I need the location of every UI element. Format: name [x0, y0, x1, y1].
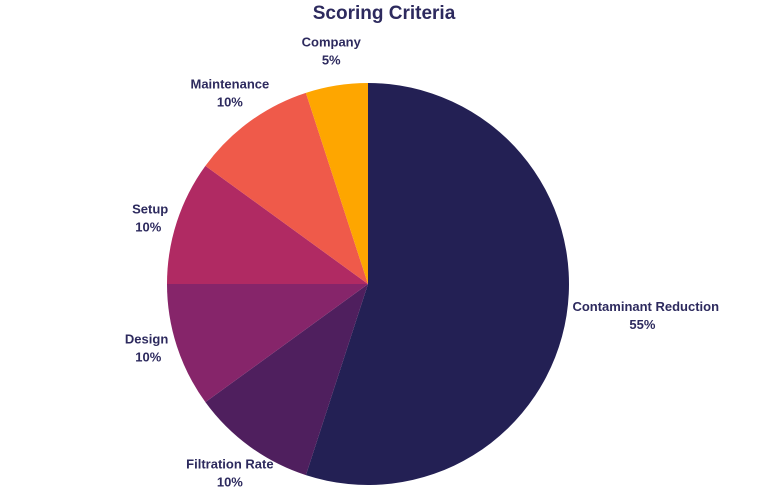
pie-slice [167, 165, 368, 284]
pie-slice [305, 83, 569, 485]
slice-value-label: 10% [135, 220, 161, 235]
slice-label: Contaminant Reduction [572, 299, 719, 314]
slice-value-label: 10% [217, 475, 243, 490]
slice-label: Filtration Rate [186, 457, 273, 472]
slice-value-label: 10% [135, 349, 161, 364]
slice-value-label: 55% [629, 317, 655, 332]
slice-label: Setup [132, 202, 168, 217]
pie-slice [305, 83, 368, 284]
slice-value-label: 5% [322, 52, 341, 67]
pie-slice [205, 284, 368, 476]
chart-title: Scoring Criteria [313, 3, 456, 24]
slice-label: Maintenance [190, 76, 269, 91]
pie-slice [167, 284, 368, 403]
slice-label: Design [125, 331, 168, 346]
slice-label: Company [302, 34, 362, 49]
pie-slice [205, 92, 368, 284]
slice-value-label: 10% [217, 94, 243, 109]
